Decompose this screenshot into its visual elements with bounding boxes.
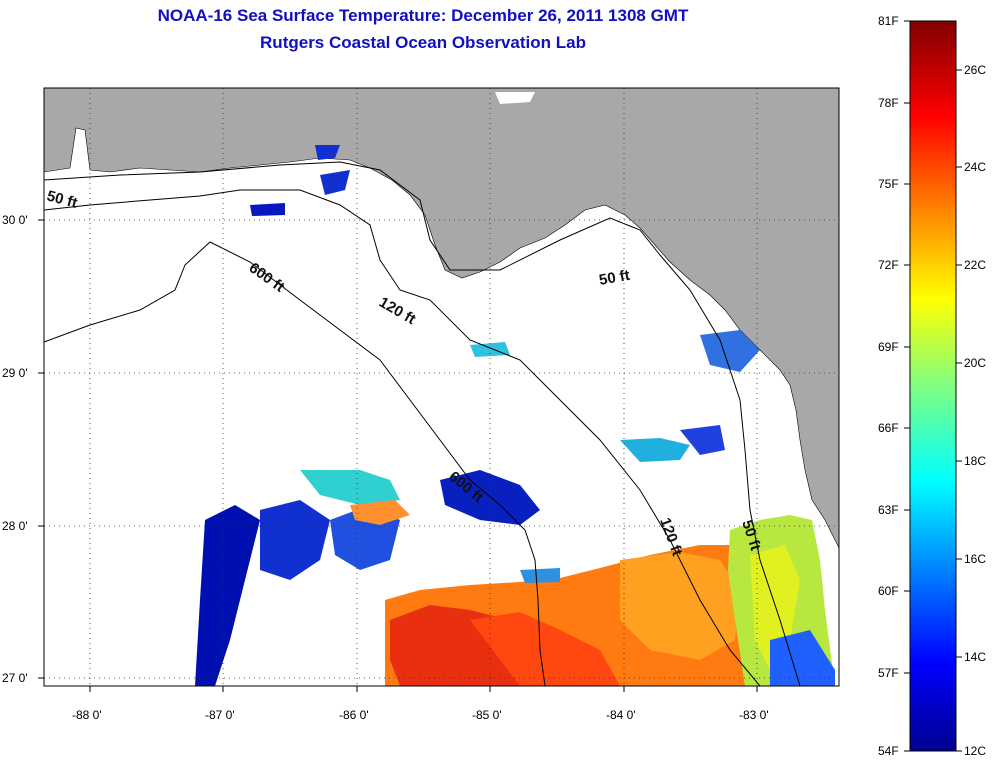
colorbar-label-f: 75F (878, 177, 899, 191)
plot-frame (43, 87, 840, 687)
land-area (44, 88, 839, 549)
lat-tick-label: 28 0' (2, 519, 28, 533)
lat-tick-label: 30 0' (2, 213, 28, 227)
colorbar-ticks (904, 20, 962, 752)
colorbar-label-c: 20C (964, 356, 987, 370)
colorbar-label-c: 12C (964, 744, 987, 758)
colorbar-label-f: 57F (878, 666, 899, 680)
colorbar-label-f: 69F (878, 340, 899, 354)
lon-tick-label: -85 0' (472, 708, 502, 722)
colorbar-label-f: 81F (878, 14, 899, 28)
inland-lake (495, 92, 535, 104)
colorbar (909, 20, 957, 752)
lon-tick-label: -84 0' (606, 708, 636, 722)
lat-tick-label: 27 0' (2, 671, 28, 685)
lon-tick-label: -86 0' (339, 708, 369, 722)
lat-tick-label: 29 0' (2, 366, 28, 380)
colorbar-label-c: 26C (964, 63, 987, 77)
colorbar-label-c: 16C (964, 552, 987, 566)
colorbar-label-f: 66F (878, 421, 899, 435)
colorbar-label-f: 78F (878, 96, 899, 110)
colorbar-label-f: 54F (878, 744, 899, 758)
colorbar-label-f: 63F (878, 503, 899, 517)
colorbar-label-c: 22C (964, 258, 987, 272)
sst-patches (195, 145, 835, 686)
lon-tick-label: -88 0' (72, 708, 102, 722)
colorbar-label-f: 60F (878, 584, 899, 598)
map-title: NOAA-16 Sea Surface Temperature: Decembe… (157, 6, 689, 25)
map-subtitle: Rutgers Coastal Ocean Observation Lab (260, 33, 586, 52)
colorbar-label-f: 72F (878, 258, 899, 272)
colorbar-label-c: 14C (964, 650, 987, 664)
contour-label: 50 ft (598, 267, 631, 289)
colorbar-label-c: 24C (964, 160, 987, 174)
depth-contours (44, 161, 801, 686)
lon-tick-label: -87 0' (205, 708, 235, 722)
colorbar-label-c: 18C (964, 454, 987, 468)
lon-tick-label: -83 0' (739, 708, 769, 722)
